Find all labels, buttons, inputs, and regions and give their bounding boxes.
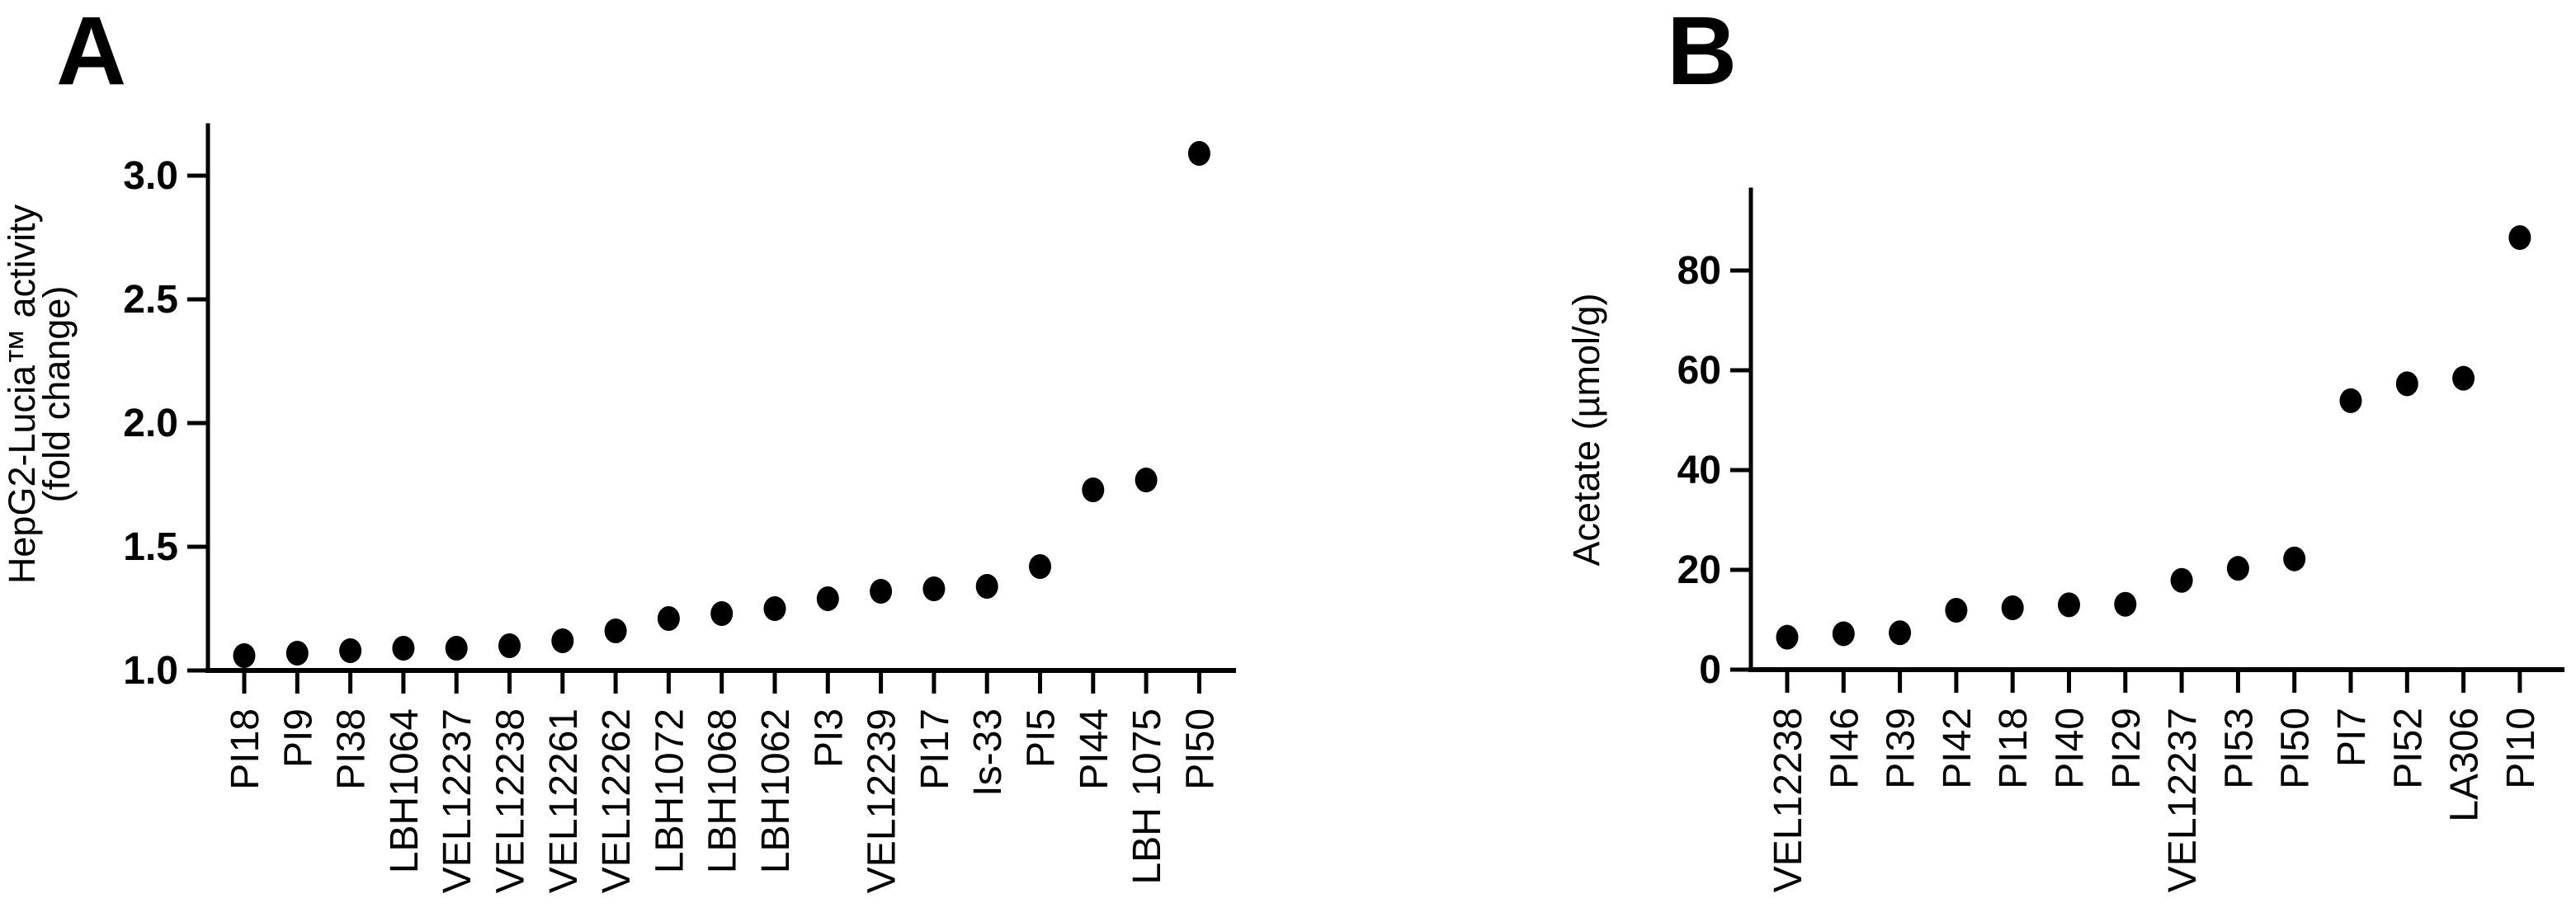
data-point: [870, 579, 893, 604]
y-tick-label: 80: [1677, 249, 1721, 293]
data-point: [2001, 595, 2024, 620]
y-tick-label: 60: [1677, 349, 1721, 393]
y-axis-title: Acetate (µmol/g): [1565, 293, 1607, 566]
x-category-label: VEL12239: [861, 708, 904, 893]
x-category-label: LBH 1075: [1125, 708, 1169, 885]
data-point: [1945, 598, 1968, 623]
panel-b-label: B: [1667, 0, 1737, 106]
data-point: [498, 633, 521, 658]
x-category-label: LBH1072: [648, 708, 691, 873]
x-category-label: PI52: [2386, 708, 2430, 789]
y-tick-label: 1.5: [123, 525, 178, 569]
data-point: [1187, 141, 1210, 166]
x-category-label: PI10: [2499, 708, 2543, 789]
x-category-label: PI9: [276, 708, 320, 768]
data-point: [285, 641, 309, 666]
x-category-label: PI5: [1020, 708, 1064, 768]
x-category-label: LBH1068: [701, 708, 745, 873]
data-point: [1776, 624, 1799, 650]
x-category-label: VEL12237: [2161, 708, 2205, 892]
x-category-label: VEL12238: [1767, 708, 1810, 892]
data-point: [2339, 388, 2362, 413]
data-point: [2452, 365, 2475, 391]
x-category-label: PI50: [1178, 708, 1222, 790]
data-point: [339, 638, 362, 663]
y-axis-title: (fold change): [35, 286, 78, 503]
x-category-label: PI50: [2274, 708, 2318, 789]
data-point: [1135, 468, 1158, 492]
data-point: [392, 636, 415, 661]
panel-b-chart: 0 20 40 60 80 VEL12238 PI46 PI39 PI42 PI18 PI40 PI2…: [1565, 187, 2564, 892]
x-category-label: PI53: [2217, 708, 2261, 789]
y-tick-label: 1.0: [123, 649, 178, 693]
data-point: [2226, 556, 2249, 581]
y-tick-label: 2.0: [123, 402, 178, 445]
x-category-label: PI29: [2105, 708, 2149, 789]
panel-a-label: A: [56, 0, 126, 106]
data-point: [1832, 621, 1855, 647]
data-point: [445, 636, 468, 661]
data-point: [2508, 225, 2531, 251]
x-category-label: VEL12261: [542, 708, 586, 893]
x-category-label: PI7: [2330, 708, 2374, 767]
data-point: [1082, 477, 1105, 502]
data-point: [922, 576, 946, 601]
data-point: [604, 619, 627, 643]
data-point: [2170, 567, 2193, 593]
y-tick-label: 40: [1677, 449, 1721, 492]
data-point: [1029, 554, 1051, 579]
data-point: [657, 606, 680, 631]
x-category-label: PI40: [2049, 708, 2092, 789]
x-category-label: LBH1064: [383, 708, 427, 873]
x-category-label: Is-33: [966, 708, 1010, 797]
x-category-label: VEL12238: [489, 708, 533, 893]
data-point: [551, 628, 574, 653]
y-axis-title: HepG2-Lucia™ activity: [1, 204, 43, 584]
y-tick-label: 20: [1677, 548, 1721, 592]
y-tick-label: 2.5: [123, 278, 178, 322]
x-category-label: PI42: [1936, 708, 1979, 789]
x-category-label: LBH1062: [754, 708, 798, 873]
data-point: [763, 596, 786, 621]
x-category-label: PI39: [1880, 708, 1923, 789]
x-category-label: PI18: [224, 708, 267, 790]
x-category-label: VEL12237: [436, 708, 479, 893]
y-tick-label: 3.0: [123, 154, 178, 198]
data-point: [1889, 620, 1912, 646]
x-category-label: PI38: [330, 708, 374, 790]
x-category-label: LA306: [2443, 708, 2487, 822]
data-point: [2395, 371, 2418, 397]
data-point: [710, 601, 734, 626]
x-category-label: PI3: [807, 708, 851, 768]
y-tick-label: 0: [1699, 648, 1721, 692]
data-point: [975, 574, 998, 599]
x-category-label: PI18: [1992, 708, 2036, 789]
x-category-label: VEL12262: [595, 708, 639, 893]
x-category-label: PI44: [1073, 708, 1116, 790]
data-point: [2114, 591, 2137, 617]
data-point: [2283, 546, 2306, 572]
data-point: [816, 586, 839, 611]
data-point: [233, 643, 256, 668]
x-category-label: PI17: [913, 708, 957, 790]
x-category-label: PI46: [1823, 708, 1866, 789]
data-point: [2058, 592, 2080, 618]
